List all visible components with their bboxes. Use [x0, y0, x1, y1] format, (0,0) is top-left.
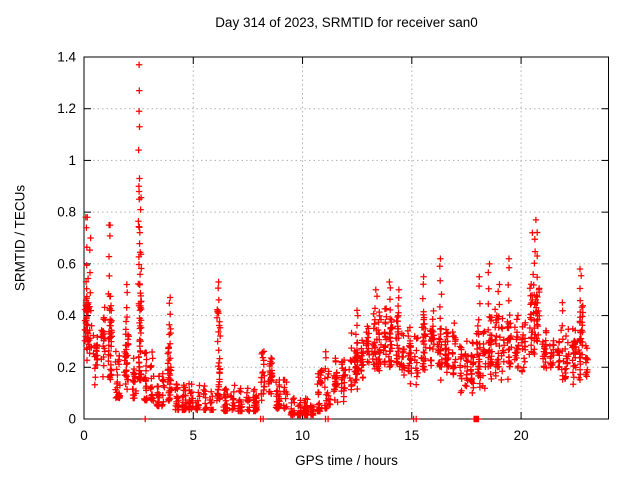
y-tick-label: 0.4: [57, 308, 76, 323]
scatter-points: [81, 61, 591, 423]
y-tick-label: 0.8: [57, 205, 76, 220]
y-tick-label: 0.2: [57, 360, 76, 375]
x-tick-label: 5: [190, 428, 198, 443]
x-tick-label: 10: [295, 428, 310, 443]
axis-ticks: [83, 56, 609, 420]
x-tick-label: 0: [80, 428, 88, 443]
y-tick-label: 0: [68, 412, 76, 427]
x-tick-label: 20: [514, 428, 529, 443]
y-tick-label: 1: [68, 153, 76, 168]
chart-title: Day 314 of 2023, SRMTID for receiver san…: [215, 15, 478, 30]
y-tick-label: 0.6: [57, 256, 76, 271]
tick-labels: 0 5 10 15 20 0 0.2 0.4 0.6 0.8 1 1.2 1.4: [57, 50, 528, 444]
x-axis-title: GPS time / hours: [295, 453, 398, 468]
y-axis-title: SRMTID / TECUs: [12, 184, 28, 292]
x-tick-label: 15: [404, 428, 419, 443]
y-tick-label: 1.2: [57, 101, 76, 116]
y-tick-label: 1.4: [57, 50, 76, 65]
plot-frame: [83, 56, 609, 420]
